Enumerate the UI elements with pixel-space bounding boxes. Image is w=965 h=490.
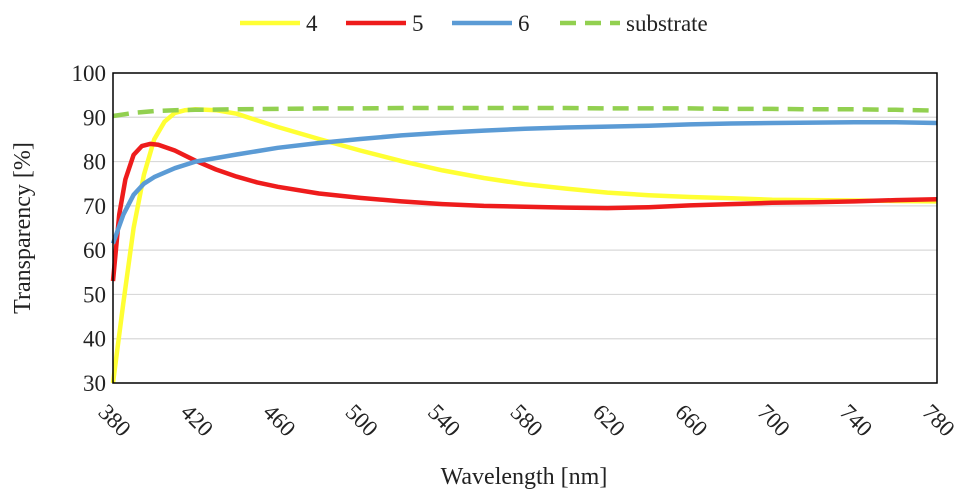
series-line-5 bbox=[110, 141, 938, 282]
y-tick-label: 90 bbox=[83, 105, 106, 130]
x-tick-label: 540 bbox=[423, 399, 465, 441]
y-tick-label: 100 bbox=[72, 61, 107, 86]
y-tick-label: 70 bbox=[83, 194, 106, 219]
plot-frame bbox=[112, 72, 938, 384]
x-tick-label: 420 bbox=[176, 399, 218, 441]
series-line-4 bbox=[110, 107, 938, 384]
plot-border bbox=[112, 72, 938, 384]
x-tick-label: 620 bbox=[588, 399, 630, 441]
series-line-6 bbox=[110, 119, 938, 245]
x-tick-label: 780 bbox=[918, 399, 960, 441]
legend-item-4: 4 bbox=[240, 11, 318, 36]
x-tick-label: 660 bbox=[670, 399, 712, 441]
y-axis-ticks: 30 40 50 60 70 80 90 100 bbox=[72, 61, 107, 396]
legend-label: substrate bbox=[626, 11, 708, 36]
legend-label: 5 bbox=[412, 11, 424, 36]
x-tick-label: 740 bbox=[835, 399, 877, 441]
legend-item-5: 5 bbox=[346, 11, 424, 36]
y-tick-label: 80 bbox=[83, 150, 106, 175]
x-axis-label: Wavelength [nm] bbox=[441, 464, 608, 490]
gridlines bbox=[113, 116, 937, 340]
y-tick-label: 40 bbox=[83, 327, 106, 352]
x-tick-label: 500 bbox=[341, 399, 383, 441]
legend: 4 5 6 substrate bbox=[240, 11, 708, 36]
legend-item-6: 6 bbox=[452, 11, 530, 36]
legend-label: 6 bbox=[518, 11, 530, 36]
x-tick-label: 580 bbox=[506, 399, 548, 441]
y-tick-label: 30 bbox=[83, 371, 106, 396]
y-tick-label: 60 bbox=[83, 238, 106, 263]
x-tick-label: 460 bbox=[258, 399, 300, 441]
x-tick-label: 700 bbox=[753, 399, 795, 441]
plot-series bbox=[110, 105, 938, 384]
y-tick-label: 50 bbox=[83, 282, 106, 307]
y-axis-label: Transparency [%] bbox=[10, 142, 36, 314]
x-axis-ticks: 380 420 460 500 540 580 620 660 700 740 780 bbox=[94, 399, 960, 441]
series-line-substrate bbox=[112, 105, 938, 119]
x-tick-label: 380 bbox=[94, 399, 136, 441]
legend-item-substrate: substrate bbox=[560, 11, 708, 36]
legend-label: 4 bbox=[306, 11, 318, 36]
